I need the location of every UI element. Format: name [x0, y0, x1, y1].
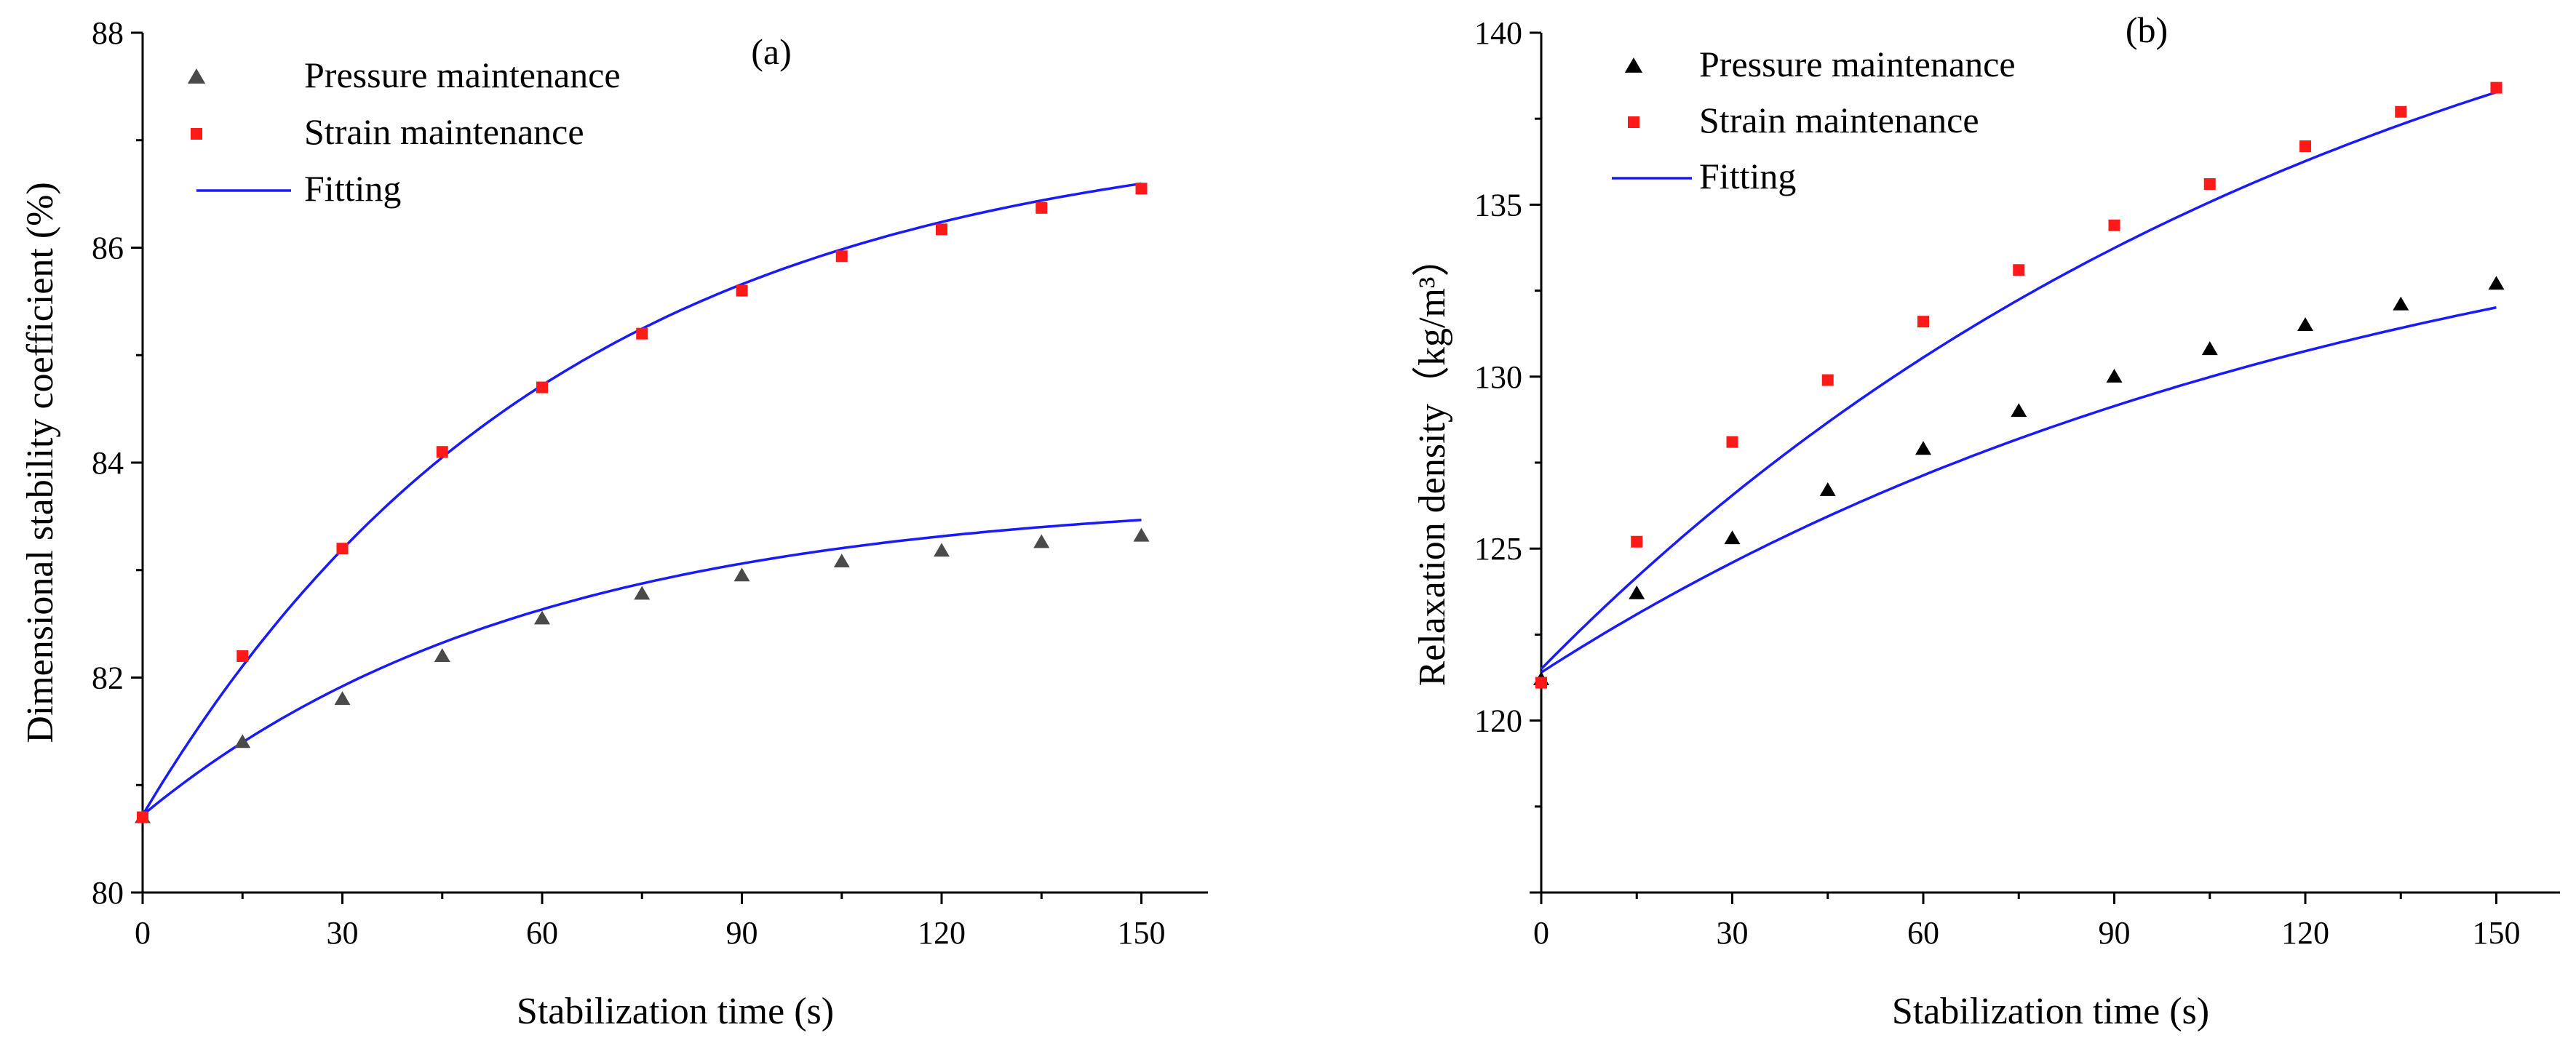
- pressure-maintenance-point: [2201, 341, 2218, 356]
- x-tick-label: 60: [526, 915, 558, 951]
- strain-maintenance-point: [2013, 264, 2025, 276]
- pressure-maintenance-point: [1915, 441, 1931, 455]
- legend: Pressure maintenance Strain maintenance Fi…: [1612, 44, 2016, 196]
- strain-maintenance-point: [1726, 436, 1738, 448]
- strain-maintenance-point: [1135, 183, 1148, 195]
- legend-triangle-marker: [1624, 57, 1643, 73]
- legend-label: Strain maintenance: [304, 111, 584, 152]
- pressure-maintenance-point: [634, 586, 651, 600]
- legend-square-marker: [191, 128, 202, 140]
- strain-maintenance-point: [236, 650, 249, 662]
- fitting-curve-pressure: [1541, 306, 2497, 674]
- y-tick-label: 80: [92, 875, 124, 911]
- y-tick-label: 88: [92, 15, 124, 51]
- y-tick-label: 84: [92, 445, 124, 481]
- legend-label: Pressure maintenance: [304, 55, 621, 95]
- pressure-maintenance-point: [833, 554, 850, 568]
- strain-maintenance-point: [1917, 316, 1929, 328]
- strain-maintenance-point: [736, 284, 748, 297]
- fitting-curve-strain: [141, 182, 1142, 816]
- strain-maintenance-point: [2299, 140, 2311, 153]
- strain-maintenance-point: [336, 543, 349, 555]
- pressure-maintenance-point: [1629, 585, 1645, 599]
- legend: Pressure maintenance Strain maintenance Fi…: [187, 55, 621, 209]
- y-tick-label: 120: [1474, 703, 1522, 739]
- pressure-maintenance-point: [2297, 317, 2313, 331]
- pressure-maintenance-point: [2393, 296, 2409, 311]
- x-tick-label: 90: [2099, 915, 2131, 951]
- pressure-maintenance-point: [2106, 369, 2123, 383]
- strain-maintenance-point: [2490, 81, 2503, 94]
- y-tick-label: 82: [92, 660, 124, 696]
- x-tick-label: 120: [918, 915, 966, 951]
- pressure-maintenance-point: [234, 734, 251, 748]
- x-axis-title: Stabilization time (s): [1892, 991, 2209, 1032]
- pressure-maintenance-point: [1033, 534, 1050, 548]
- strain-maintenance-point: [1535, 676, 1547, 689]
- y-tick-label: 130: [1474, 359, 1522, 395]
- y-tick-label: 140: [1474, 15, 1522, 51]
- strain-maintenance-point: [636, 327, 648, 340]
- x-tick-label: 30: [327, 915, 359, 951]
- chart-panel-b: 0 30 60 90 120 150 120 125 130 135 140 Stabilizatio…: [1412, 9, 2560, 1032]
- strain-maintenance-point: [436, 446, 448, 458]
- legend-label: Fitting: [1699, 156, 1796, 196]
- pressure-maintenance-point: [1819, 482, 1836, 496]
- fitting-curve-strain: [1540, 91, 2497, 670]
- strain-maintenance-point: [1035, 201, 1048, 214]
- strain-maintenance-point: [1631, 535, 1643, 548]
- strain-maintenance-point: [2203, 178, 2216, 191]
- x-tick-label: 150: [2473, 915, 2521, 951]
- x-tick-label: 30: [1717, 915, 1749, 951]
- pressure-maintenance-point: [1724, 530, 1741, 545]
- strain-maintenance-point: [1821, 374, 1834, 386]
- pressure-maintenance-point: [434, 648, 450, 663]
- pressure-maintenance-point: [2011, 403, 2027, 418]
- pressure-maintenance-point: [334, 691, 351, 706]
- legend-label: Strain maintenance: [1699, 100, 1979, 140]
- legend-square-marker: [1628, 116, 1639, 128]
- pressure-maintenance-point: [734, 567, 750, 582]
- y-tick-label: 125: [1474, 531, 1522, 567]
- pressure-maintenance-point: [934, 543, 950, 557]
- y-tick-label: 135: [1474, 187, 1522, 223]
- x-tick-label: 120: [2281, 915, 2329, 951]
- x-tick-label: 0: [135, 915, 151, 951]
- y-axis-title: Dimensional stability coefficient (%): [20, 182, 61, 743]
- strain-maintenance-point: [835, 250, 848, 263]
- pressure-maintenance-point: [1133, 527, 1150, 542]
- strain-maintenance-point: [137, 811, 148, 823]
- legend-label: Fitting: [304, 168, 401, 209]
- panel-label: (a): [751, 31, 792, 72]
- fitting-curve-pressure: [141, 519, 1142, 816]
- strain-maintenance-point: [2395, 105, 2407, 118]
- x-axis-title: Stabilization time (s): [517, 991, 834, 1032]
- strain-maintenance-point: [536, 381, 548, 394]
- x-tick-label: 60: [1907, 915, 1939, 951]
- panel-label: (b): [2126, 9, 2168, 50]
- pressure-maintenance-point: [2488, 276, 2505, 290]
- y-tick-label: 86: [92, 231, 124, 266]
- x-tick-label: 90: [726, 915, 758, 951]
- strain-maintenance-point: [936, 223, 947, 236]
- chart-panel-a: 0 30 60 90 120 150 80 82 84 86 88 Stabilization tim…: [20, 15, 1208, 1032]
- pressure-maintenance-point: [534, 610, 550, 625]
- x-tick-label: 150: [1118, 915, 1166, 951]
- legend-label: Pressure maintenance: [1699, 44, 2016, 84]
- legend-triangle-marker: [187, 68, 206, 84]
- x-tick-label: 0: [1533, 915, 1549, 951]
- y-axis-title: Relaxation density（kg/m³）: [1412, 239, 1453, 687]
- strain-maintenance-point: [2108, 219, 2120, 231]
